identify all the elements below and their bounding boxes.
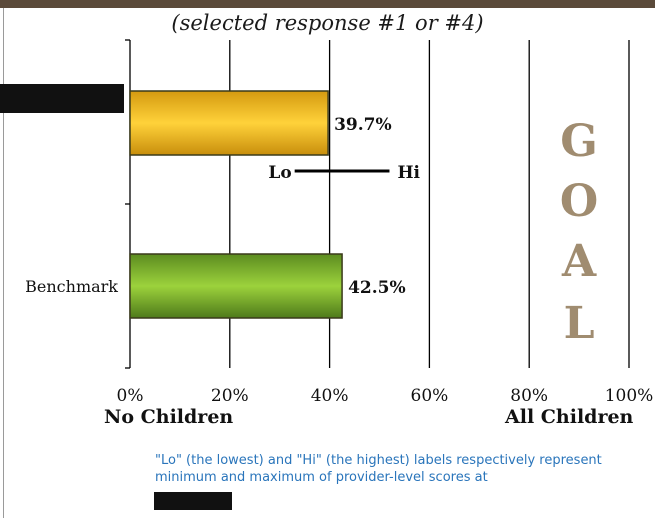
footnote-text: "Lo" (the lowest) and "Hi" (the highest)… [155,453,602,485]
left-border-line [3,8,4,518]
goal-letter: G [560,116,598,167]
goal-letter: A [561,236,597,287]
category-label: Benchmark [25,277,118,296]
bar [129,90,329,156]
range-lo-label: Lo [268,163,291,183]
x-axis-label-right: All Children [505,406,634,428]
data-label: 42.5% [348,278,406,298]
data-label: 39.7% [334,115,392,135]
x-axis-label-left: No Children [104,406,234,428]
redacted-category-label [0,84,124,113]
x-tick-label: 0% [117,386,144,406]
x-tick-label: 20% [211,386,249,406]
top-banner-bar [0,0,655,8]
x-tick-label: 60% [411,386,449,406]
goal-letter: L [564,298,595,349]
redacted-footnote-text [154,492,232,510]
chart-subtitle: (selected response #1 or #4) [171,11,484,35]
goal-letter: O [560,176,598,227]
x-tick-label: 40% [311,386,349,406]
bar [129,253,343,319]
range-hi-label: Hi [397,163,420,183]
x-tick-label: 100% [605,386,654,406]
x-tick-label: 80% [510,386,548,406]
